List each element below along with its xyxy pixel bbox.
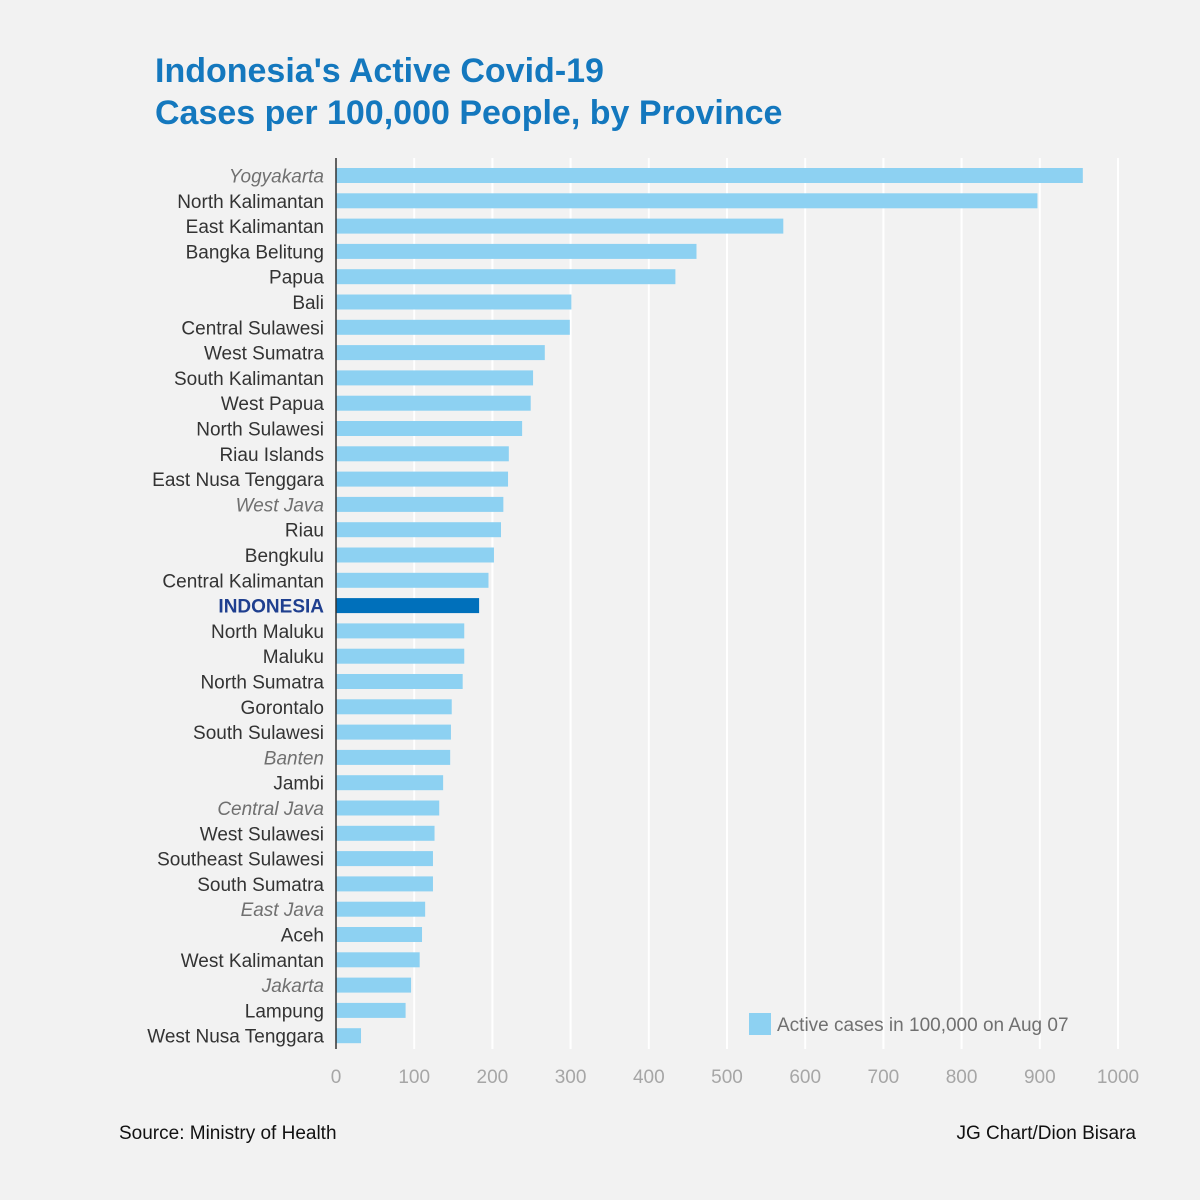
bar [336, 522, 502, 538]
category-label: Riau Islands [219, 445, 324, 466]
bar [336, 1028, 362, 1044]
category-label: Central Kalimantan [162, 571, 324, 592]
bar [336, 952, 420, 968]
category-label: Jakarta [261, 976, 324, 997]
category-label: Riau [285, 521, 324, 542]
category-label: North Maluku [211, 622, 324, 643]
category-label: West Sulawesi [200, 824, 324, 845]
category-label: South Sulawesi [193, 723, 324, 744]
category-label: Maluku [263, 647, 324, 668]
bar [336, 977, 412, 993]
category-label: South Kalimantan [174, 369, 324, 390]
bar [336, 699, 452, 715]
x-tick-label: 300 [555, 1067, 587, 1088]
chart-title-line-1: Indonesia's Active Covid-19 [155, 52, 604, 90]
category-label: East Nusa Tenggara [152, 470, 324, 491]
bar [336, 345, 545, 361]
category-label: North Sumatra [200, 673, 324, 694]
bar [336, 496, 504, 512]
category-label: Jambi [273, 774, 324, 795]
legend-swatch [749, 1013, 771, 1035]
category-label: Central Java [217, 799, 324, 820]
bar [336, 421, 523, 436]
x-tick-label: 700 [868, 1067, 900, 1088]
category-label: Papua [269, 268, 324, 289]
x-tick-label: 100 [398, 1067, 430, 1088]
source-note: Source: Ministry of Health [119, 1123, 337, 1144]
bar [336, 572, 489, 588]
x-tick-label: 400 [633, 1067, 665, 1088]
category-label: INDONESIA [218, 597, 324, 618]
x-tick-label: 600 [789, 1067, 821, 1088]
chart-title-line-2: Cases per 100,000 People, by Province [155, 94, 783, 132]
bar [336, 1002, 406, 1018]
x-tick-label: 200 [477, 1067, 509, 1088]
category-label: North Kalimantan [177, 192, 324, 213]
x-tick-label: 900 [1024, 1067, 1056, 1088]
category-label: Bangka Belitung [186, 242, 324, 263]
x-axis-ticks: 0 100 200 300 400 500 600 700 800 900 1000 [331, 1067, 1139, 1088]
gridlines [413, 158, 1119, 1049]
bar [336, 319, 570, 335]
bars [336, 168, 1083, 1044]
category-label: West Java [236, 495, 324, 516]
category-label: West Papua [221, 394, 325, 415]
category-label: Banten [264, 748, 324, 769]
category-label: Yogyakarta [229, 167, 324, 188]
category-label: West Nusa Tenggara [147, 1027, 324, 1048]
bar [336, 775, 444, 791]
bar [336, 269, 676, 285]
bar [336, 370, 534, 386]
bar [336, 168, 1083, 183]
category-label: Bali [292, 293, 324, 314]
category-label: Gorontalo [241, 698, 324, 719]
bar [336, 446, 509, 462]
category-label: West Kalimantan [181, 951, 324, 972]
bar [336, 876, 433, 892]
bar-highlight [336, 598, 480, 614]
credit-note: JG Chart/Dion Bisara [956, 1123, 1136, 1144]
category-label: West Sumatra [204, 344, 324, 365]
bar [336, 800, 440, 816]
bar [336, 471, 509, 487]
bar [336, 927, 423, 942]
bar [336, 294, 572, 310]
legend-label: Active cases in 100,000 on Aug 07 [777, 1015, 1069, 1036]
category-labels: Yogyakarta North Kalimantan East Kalimanta… [147, 167, 324, 1048]
category-label: Central Sulawesi [181, 318, 324, 339]
bar [336, 395, 531, 411]
bar [336, 623, 465, 639]
category-label: East Kalimantan [186, 217, 324, 238]
bar [336, 218, 784, 234]
x-tick-label: 0 [331, 1067, 342, 1088]
x-tick-label: 800 [946, 1067, 978, 1088]
bar [336, 825, 435, 841]
category-label: Aceh [281, 926, 324, 947]
category-label: Southeast Sulawesi [157, 850, 324, 871]
category-label: North Sulawesi [196, 420, 324, 441]
bar [336, 724, 451, 740]
category-label: South Sumatra [197, 875, 324, 896]
category-label: Lampung [245, 1001, 324, 1022]
bar [336, 547, 494, 563]
x-tick-label: 1000 [1097, 1067, 1139, 1088]
bar [336, 851, 433, 867]
category-label: Bengkulu [245, 546, 324, 567]
legend: Active cases in 100,000 on Aug 07 [749, 1013, 1069, 1036]
category-label: East Java [241, 900, 324, 921]
bar [336, 648, 465, 664]
bar [336, 749, 451, 765]
chart-title: Indonesia's Active Covid-19 Cases per 10… [155, 50, 782, 134]
x-tick-label: 500 [711, 1067, 743, 1088]
bar [336, 674, 463, 689]
bar [336, 193, 1038, 209]
bar [336, 901, 426, 917]
bar [336, 243, 697, 259]
